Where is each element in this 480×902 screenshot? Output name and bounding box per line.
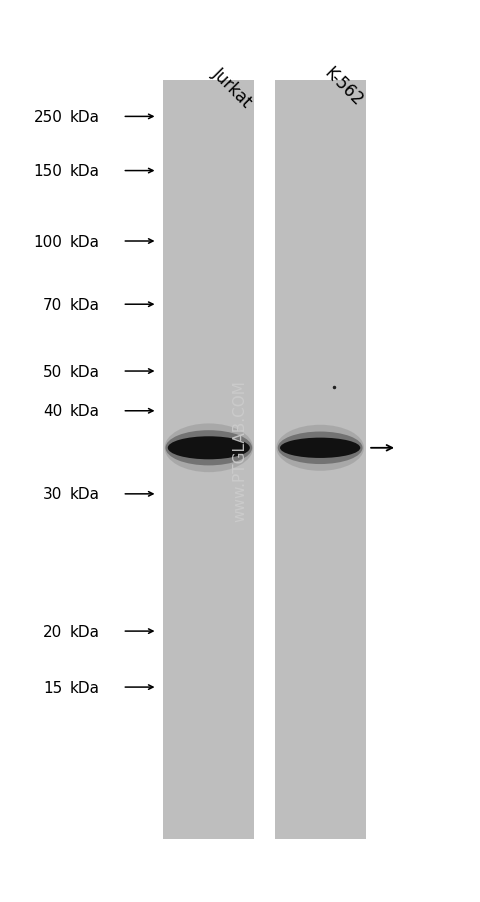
Text: kDa: kDa [70,235,100,249]
Text: 50: 50 [43,364,62,379]
Text: kDa: kDa [70,298,100,312]
Text: 150: 150 [34,164,62,179]
Text: kDa: kDa [70,364,100,379]
Ellipse shape [276,426,364,471]
Text: kDa: kDa [70,624,100,639]
Text: K-562: K-562 [320,64,366,110]
Text: kDa: kDa [70,110,100,124]
Bar [275,81,366,839]
Bar [163,81,254,839]
Text: 15: 15 [43,680,62,695]
Text: kDa: kDa [70,164,100,179]
Ellipse shape [165,424,253,473]
Text: 250: 250 [34,110,62,124]
Text: kDa: kDa [70,680,100,695]
Text: www.PTGLAB.COM: www.PTGLAB.COM [232,380,248,522]
Text: 20: 20 [43,624,62,639]
Text: 100: 100 [34,235,62,249]
Ellipse shape [166,431,252,465]
Ellipse shape [278,432,362,465]
Text: kDa: kDa [70,404,100,419]
Text: 30: 30 [43,487,62,502]
Ellipse shape [280,438,360,458]
Text: 40: 40 [43,404,62,419]
Text: kDa: kDa [70,487,100,502]
Text: Jurkat: Jurkat [209,64,256,111]
Text: 70: 70 [43,298,62,312]
Ellipse shape [168,437,250,460]
